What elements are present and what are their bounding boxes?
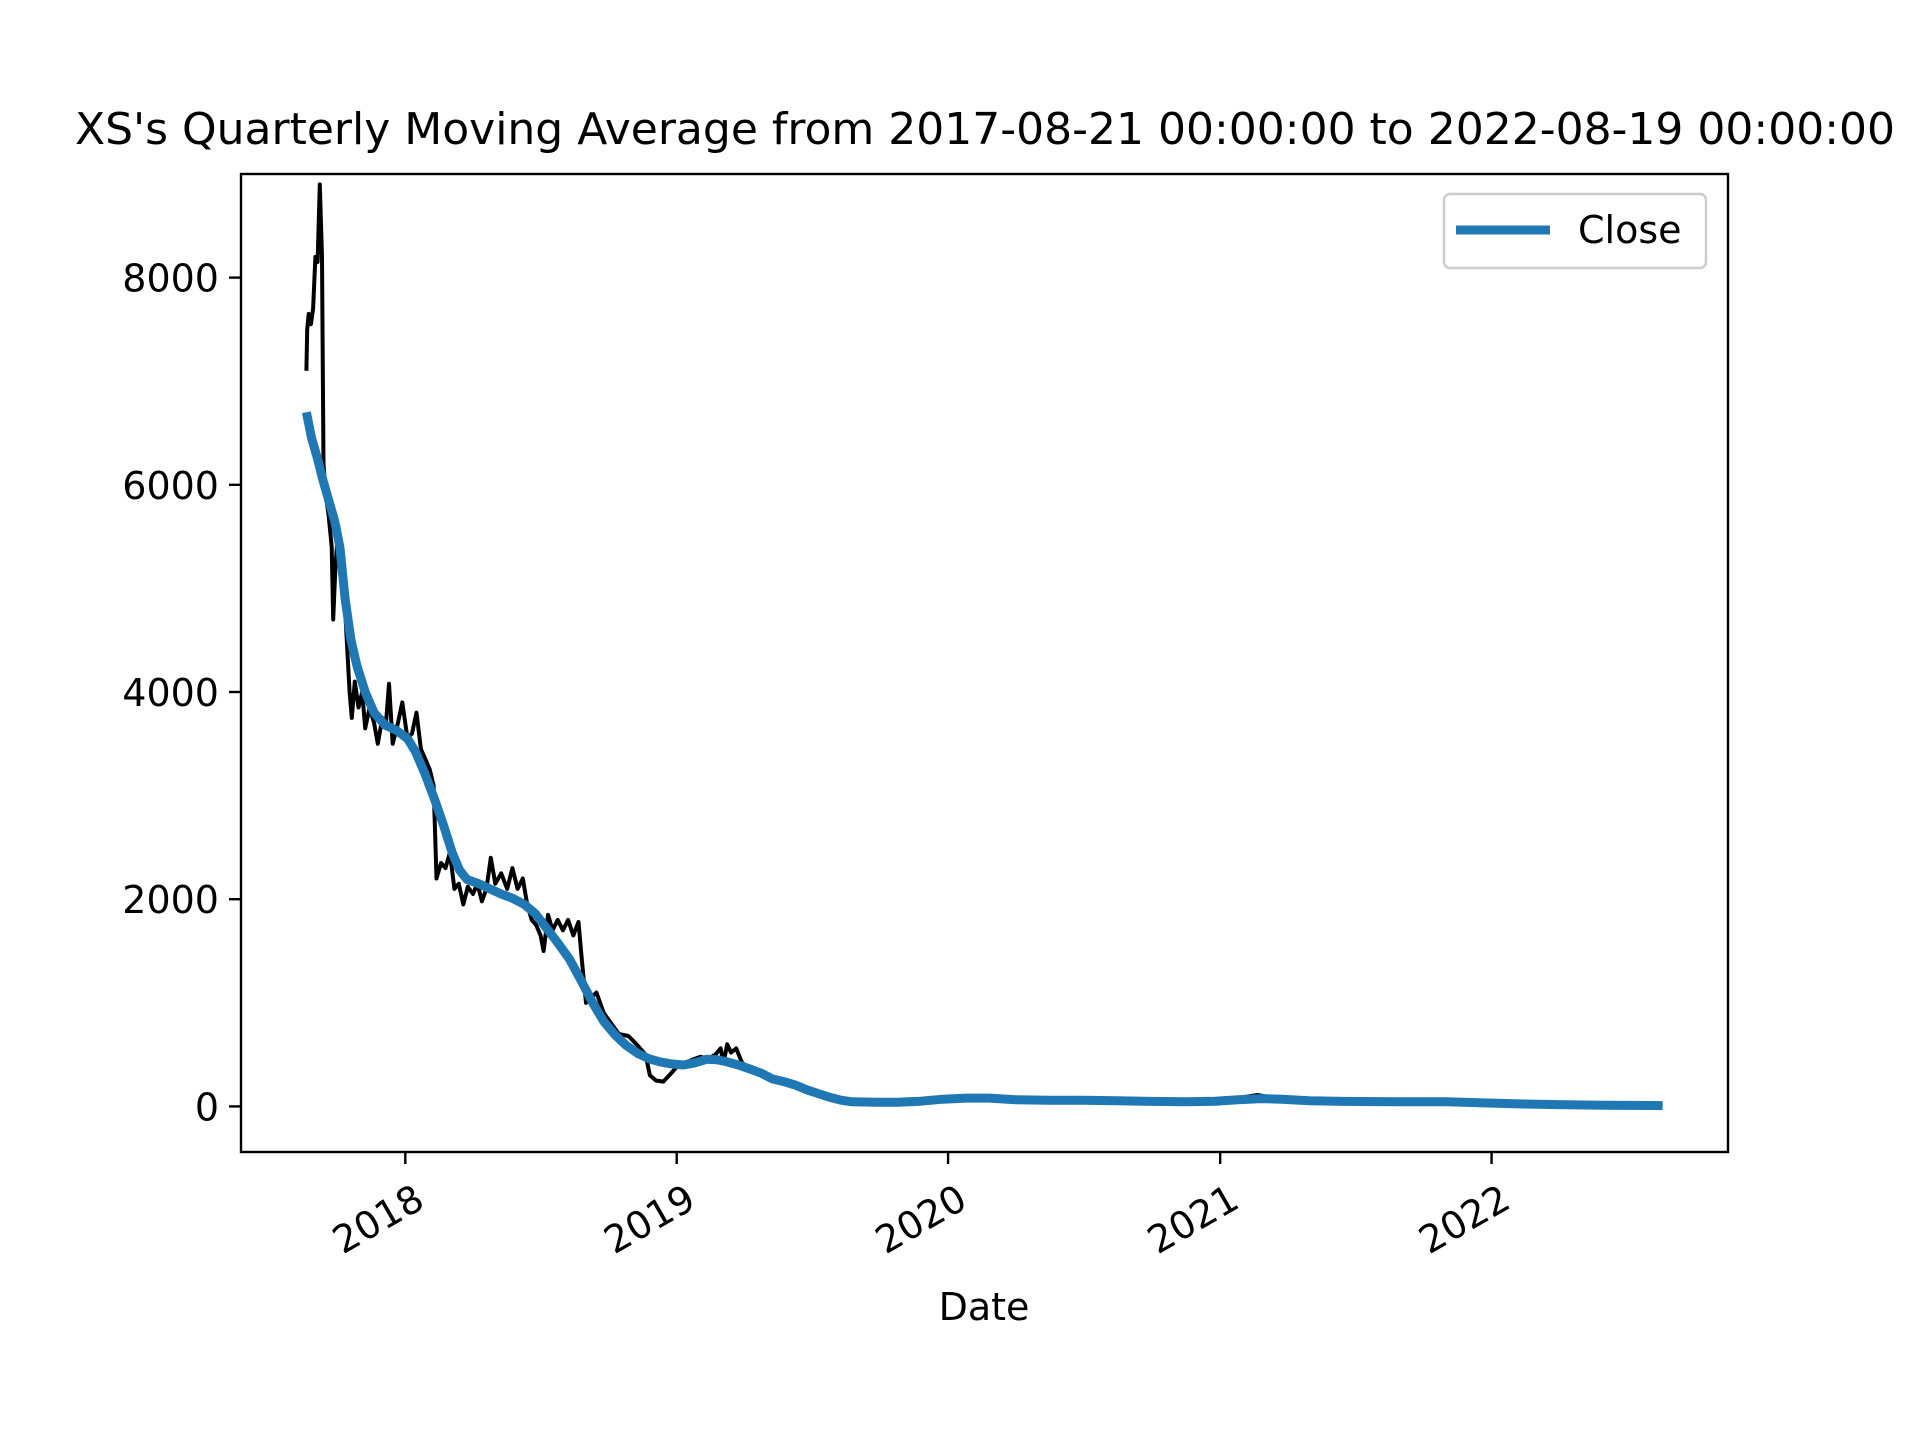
plot-area	[239, 172, 1730, 1154]
chart-title: XS's Quarterly Moving Average from 2017-…	[75, 104, 1895, 155]
y-tick-label: 6000	[122, 464, 219, 508]
x-axis-label: Date	[939, 1285, 1030, 1329]
plot-series-layer	[301, 182, 1663, 1111]
y-tick-label: 0	[195, 1085, 219, 1129]
y-tick-label: 8000	[122, 257, 219, 301]
series-line-close	[301, 411, 1663, 1111]
y-tick-label: 4000	[122, 671, 219, 715]
legend: Close	[1442, 192, 1708, 270]
y-tick-label: 2000	[122, 878, 219, 922]
y-axis: 0 2000 4000 6000 8000	[122, 257, 241, 1129]
legend-box	[1442, 192, 1708, 270]
legend-label-close: Close	[1578, 208, 1682, 252]
